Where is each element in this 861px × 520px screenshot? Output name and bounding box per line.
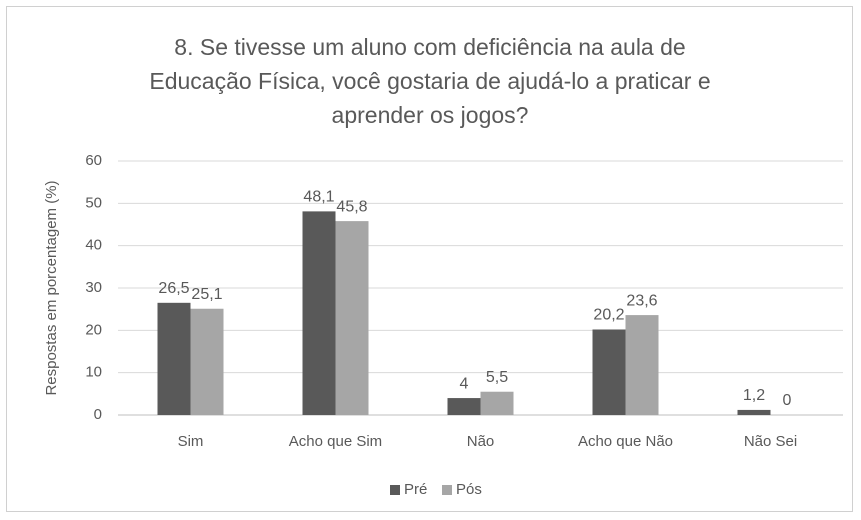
data-label: 4 bbox=[460, 375, 469, 392]
data-label: 25,1 bbox=[191, 286, 222, 303]
data-label: 5,5 bbox=[486, 369, 508, 386]
y-tick-label: 30 bbox=[85, 279, 102, 296]
data-label: 0 bbox=[783, 392, 792, 409]
data-label: 1,2 bbox=[743, 387, 765, 404]
legend-label: Pré bbox=[404, 481, 427, 498]
y-tick-label: 10 bbox=[85, 364, 102, 381]
x-tick-label: Acho que Sim bbox=[289, 433, 382, 450]
bar bbox=[592, 329, 626, 415]
y-tick-label: 50 bbox=[85, 194, 102, 211]
x-tick-label: Acho que Não bbox=[578, 433, 673, 450]
bar bbox=[157, 302, 191, 415]
y-tick-label: 40 bbox=[85, 237, 102, 254]
chart-title: 8. Se tivesse um aluno com deficiência n… bbox=[149, 34, 711, 128]
y-axis-label: Respostas em porcentagem (%) bbox=[43, 180, 60, 395]
data-label: 45,8 bbox=[336, 198, 367, 215]
bar bbox=[302, 211, 336, 415]
x-tick-label: Não bbox=[467, 433, 495, 450]
y-tick-label: 60 bbox=[85, 152, 102, 169]
data-label: 20,2 bbox=[593, 307, 624, 324]
bar bbox=[335, 221, 369, 415]
bar bbox=[480, 391, 514, 415]
legend-swatch bbox=[442, 485, 452, 495]
legend-label: Pós bbox=[456, 481, 482, 498]
data-label: 23,6 bbox=[626, 292, 657, 309]
bar bbox=[447, 398, 481, 415]
data-label: 48,1 bbox=[303, 189, 334, 206]
y-tick-label: 20 bbox=[85, 321, 102, 338]
chart-frame bbox=[6, 6, 853, 512]
bar bbox=[737, 409, 771, 415]
legend-swatch bbox=[390, 485, 400, 495]
data-label: 26,5 bbox=[158, 280, 189, 297]
bar bbox=[625, 315, 659, 415]
y-tick-label: 0 bbox=[94, 406, 102, 423]
x-tick-label: Sim bbox=[178, 433, 204, 450]
x-tick-label: Não Sei bbox=[744, 433, 797, 450]
bar bbox=[190, 308, 224, 415]
